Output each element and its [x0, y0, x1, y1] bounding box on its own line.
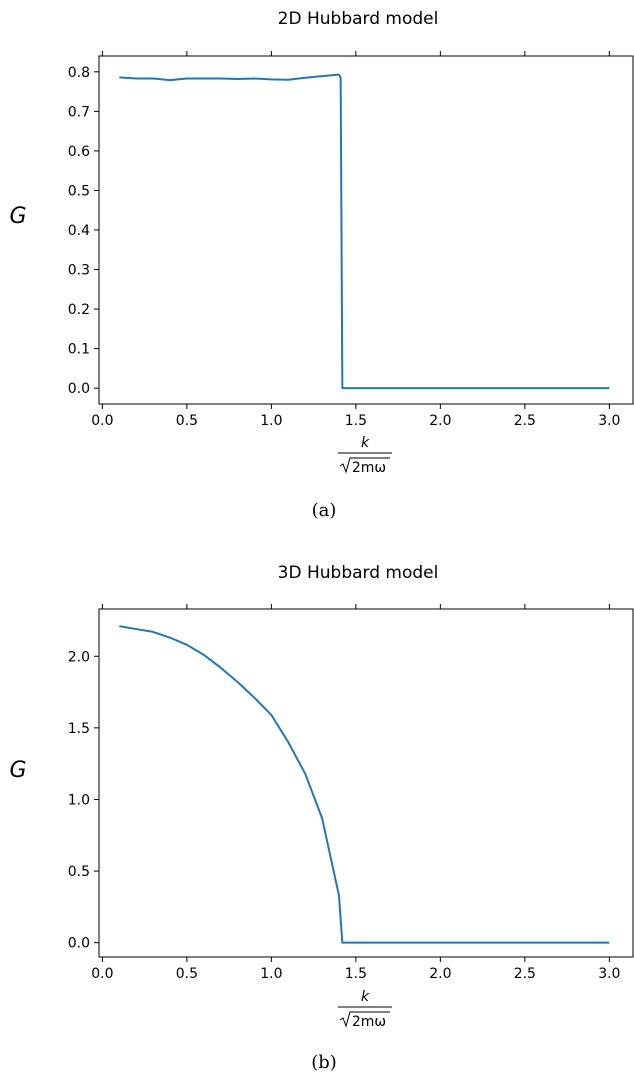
x-axis: 0.0 0.5 1.0 1.5 2.0 2.5 3.0 — [91, 604, 620, 982]
y-tick-label: 0.5 — [68, 183, 90, 199]
y-axis-label: G — [9, 204, 26, 229]
y-tick-label: 0.5 — [68, 864, 90, 880]
series-line — [119, 73, 610, 390]
x-tick-label: 2.0 — [429, 966, 451, 982]
panel-a: 2D Hubbard model 0.0 0.5 1.0 1.5 2.0 2.5 3.0 0… — [9, 9, 634, 521]
x-tick-label: 1.5 — [345, 413, 367, 429]
chart-title: 2D Hubbard model — [278, 9, 439, 29]
plot-frame — [98, 55, 634, 405]
x-tick-label: 3.0 — [598, 413, 620, 429]
x-axis-label-denominator: 2mω — [352, 1014, 386, 1030]
series-line — [119, 625, 610, 944]
x-tick-label: 0.0 — [91, 413, 113, 429]
y-tick-label: 1.0 — [68, 792, 90, 808]
x-tick-label: 2.0 — [429, 413, 451, 429]
chart-title: 3D Hubbard model — [278, 563, 439, 583]
panel-b: 3D Hubbard model 0.0 0.5 1.0 1.5 2.0 2.5 3.0 0… — [9, 563, 634, 1073]
sqrt-sign — [339, 1011, 390, 1028]
y-tick-label: 0.1 — [68, 342, 90, 358]
x-axis-label-numerator: k — [361, 435, 370, 451]
y-axis-label: G — [9, 758, 26, 783]
y-tick-label: 0.2 — [68, 302, 90, 318]
y-axis: 0.0 0.1 0.2 0.3 0.4 0.5 0.6 0.7 0.8 — [68, 65, 99, 397]
x-axis-label: k 2mω — [338, 435, 392, 476]
x-axis-label-numerator: k — [361, 989, 370, 1005]
x-tick-label: 1.0 — [260, 966, 282, 982]
plot-frame — [98, 608, 634, 958]
y-tick-label: 0.0 — [68, 381, 90, 397]
y-axis: 0.0 0.5 1.0 1.5 2.0 — [68, 649, 99, 952]
y-tick-label: 0.7 — [68, 104, 90, 120]
y-tick-label: 0.0 — [68, 936, 90, 952]
x-tick-label: 0.0 — [91, 966, 113, 982]
y-tick-label: 0.3 — [68, 263, 90, 279]
y-tick-label: 0.8 — [68, 65, 90, 81]
x-tick-label: 0.5 — [176, 413, 198, 429]
x-axis-label: k 2mω — [338, 989, 392, 1030]
sqrt-sign — [339, 457, 390, 474]
x-tick-label: 3.0 — [598, 966, 620, 982]
caption: (b) — [311, 1052, 337, 1073]
x-tick-label: 1.5 — [345, 966, 367, 982]
caption: (a) — [312, 500, 337, 521]
y-tick-label: 2.0 — [68, 649, 90, 665]
x-tick-label: 1.0 — [260, 413, 282, 429]
y-tick-label: 0.6 — [68, 144, 90, 160]
y-tick-label: 0.4 — [68, 223, 90, 239]
y-tick-label: 1.5 — [68, 721, 90, 737]
x-tick-label: 0.5 — [176, 966, 198, 982]
x-tick-label: 2.5 — [514, 966, 536, 982]
x-tick-label: 2.5 — [514, 413, 536, 429]
x-axis-label-denominator: 2mω — [352, 460, 386, 476]
x-axis: 0.0 0.5 1.0 1.5 2.0 2.5 3.0 — [91, 51, 620, 429]
